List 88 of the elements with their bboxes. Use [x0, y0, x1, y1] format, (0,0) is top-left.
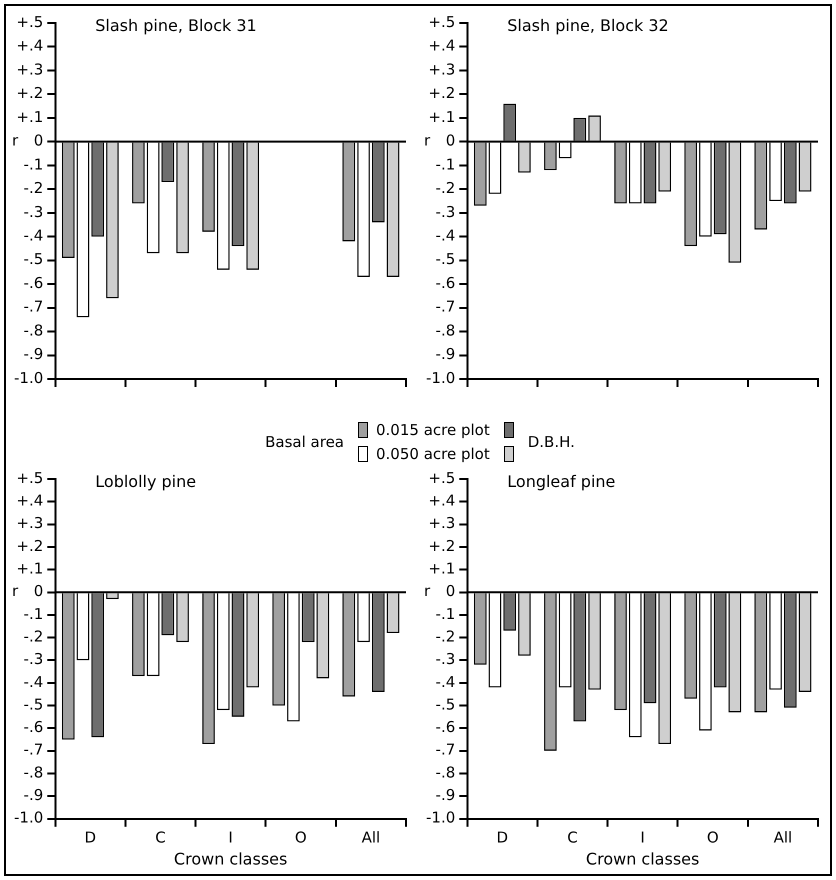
y-tick-label: -1.0 [14, 368, 44, 387]
x-tick-label: O [294, 828, 307, 847]
y-tick-label: -.4 [24, 226, 44, 244]
y-tick-label: -.3 [436, 650, 456, 668]
chart-title: Loblolly pine [95, 472, 196, 492]
y-tick-label: -.1 [436, 155, 456, 174]
y-tick-label: -.4 [436, 672, 456, 691]
chart-title: Longleaf pine [507, 472, 616, 492]
y-tick-label: -.7 [436, 298, 456, 316]
y-axis-title: r [424, 582, 431, 600]
x-tick-label: I [640, 828, 645, 847]
y-tick-label: 0 [446, 582, 456, 600]
x-tick-label: D [84, 828, 96, 847]
y-tick-label: -.2 [436, 627, 456, 646]
y-tick-label: +.3 [16, 514, 44, 532]
text: D.B.H. [528, 433, 575, 451]
y-axis-title: r [12, 132, 19, 150]
y-tick-label: -.4 [24, 672, 44, 691]
x-axis-title: Crown classes [174, 850, 288, 869]
y-tick-label: +.1 [16, 560, 44, 578]
y-tick-label: +.3 [16, 60, 44, 78]
x-tick-label: I [228, 828, 233, 847]
y-tick-label: -.2 [24, 179, 44, 198]
x-axis-title: Crown classes [586, 850, 700, 869]
y-tick-label: -.6 [436, 718, 456, 736]
y-tick-label: -.3 [24, 650, 44, 668]
y-tick-label: -.9 [24, 786, 44, 804]
y-tick-label: -.5 [436, 695, 456, 714]
y-tick-label: +.1 [428, 108, 456, 126]
y-tick-label: -1.0 [426, 808, 456, 827]
y-tick-label: +.3 [428, 514, 456, 532]
y-tick-label: -.1 [436, 604, 456, 623]
y-tick-label: -.2 [436, 179, 456, 198]
y-axis-title: r [424, 132, 431, 150]
x-tick-label: All [362, 828, 380, 847]
legend-title: Basal area [265, 433, 344, 451]
x-tick-label: O [706, 828, 719, 847]
legend-label: 0.015 acre plot [376, 421, 490, 439]
x-tick-label: C [567, 828, 578, 847]
y-tick-label: -.9 [436, 345, 456, 364]
x-tick-label: D [496, 828, 508, 847]
y-tick-label: +.4 [428, 492, 456, 510]
y-tick-label: -.1 [24, 155, 44, 174]
y-tick-label: +.5 [428, 12, 456, 31]
y-tick-label: -.7 [436, 740, 456, 759]
y-tick-label: -.3 [436, 202, 456, 221]
y-tick-label: -1.0 [426, 368, 456, 387]
y-tick-label: 0 [34, 582, 44, 600]
y-tick-label: -.9 [24, 345, 44, 364]
y-tick-label: -1.0 [14, 808, 44, 827]
y-tick-label: -.6 [24, 274, 44, 292]
y-tick-label: -.6 [24, 718, 44, 736]
y-tick-label: -.3 [24, 202, 44, 221]
x-tick-label: C [155, 828, 166, 847]
y-tick-label: 0 [446, 132, 456, 150]
chart-title: Slash pine, Block 32 [507, 16, 669, 36]
y-tick-label: +.4 [16, 492, 44, 510]
y-tick-label: +.3 [428, 60, 456, 78]
y-tick-label: -.2 [24, 627, 44, 646]
y-tick-label: +.1 [428, 560, 456, 578]
y-tick-label: -.5 [436, 250, 456, 268]
y-tick-label: -.5 [24, 695, 44, 714]
y-tick-label: -.8 [436, 763, 456, 782]
y-tick-label: +.2 [428, 536, 456, 555]
y-tick-label: +.2 [428, 84, 456, 102]
text: 0.050 acre plot [376, 445, 490, 463]
y-tick-label: +.2 [16, 84, 44, 102]
y-tick-label: +.4 [428, 36, 456, 55]
y-tick-label: -.8 [24, 321, 44, 340]
y-tick-label: -.7 [24, 298, 44, 316]
y-tick-label: -.1 [24, 604, 44, 623]
chart-title: Slash pine, Block 31 [95, 16, 257, 36]
y-tick-label: -.8 [24, 763, 44, 782]
y-tick-label: +.5 [428, 468, 456, 487]
y-tick-label: +.5 [16, 12, 44, 31]
y-tick-label: +.4 [16, 36, 44, 55]
y-tick-label: +.1 [16, 108, 44, 126]
y-tick-label: -.9 [436, 786, 456, 804]
y-tick-label: -.8 [436, 321, 456, 340]
y-tick-label: -.4 [436, 226, 456, 244]
y-axis-title: r [12, 582, 19, 600]
y-tick-label: -.5 [24, 250, 44, 268]
y-tick-label: 0 [34, 132, 44, 150]
y-tick-label: +.2 [16, 536, 44, 555]
x-tick-label: All [774, 828, 792, 847]
y-tick-label: -.7 [24, 740, 44, 759]
y-tick-label: -.6 [436, 274, 456, 292]
y-tick-label: +.5 [16, 468, 44, 487]
